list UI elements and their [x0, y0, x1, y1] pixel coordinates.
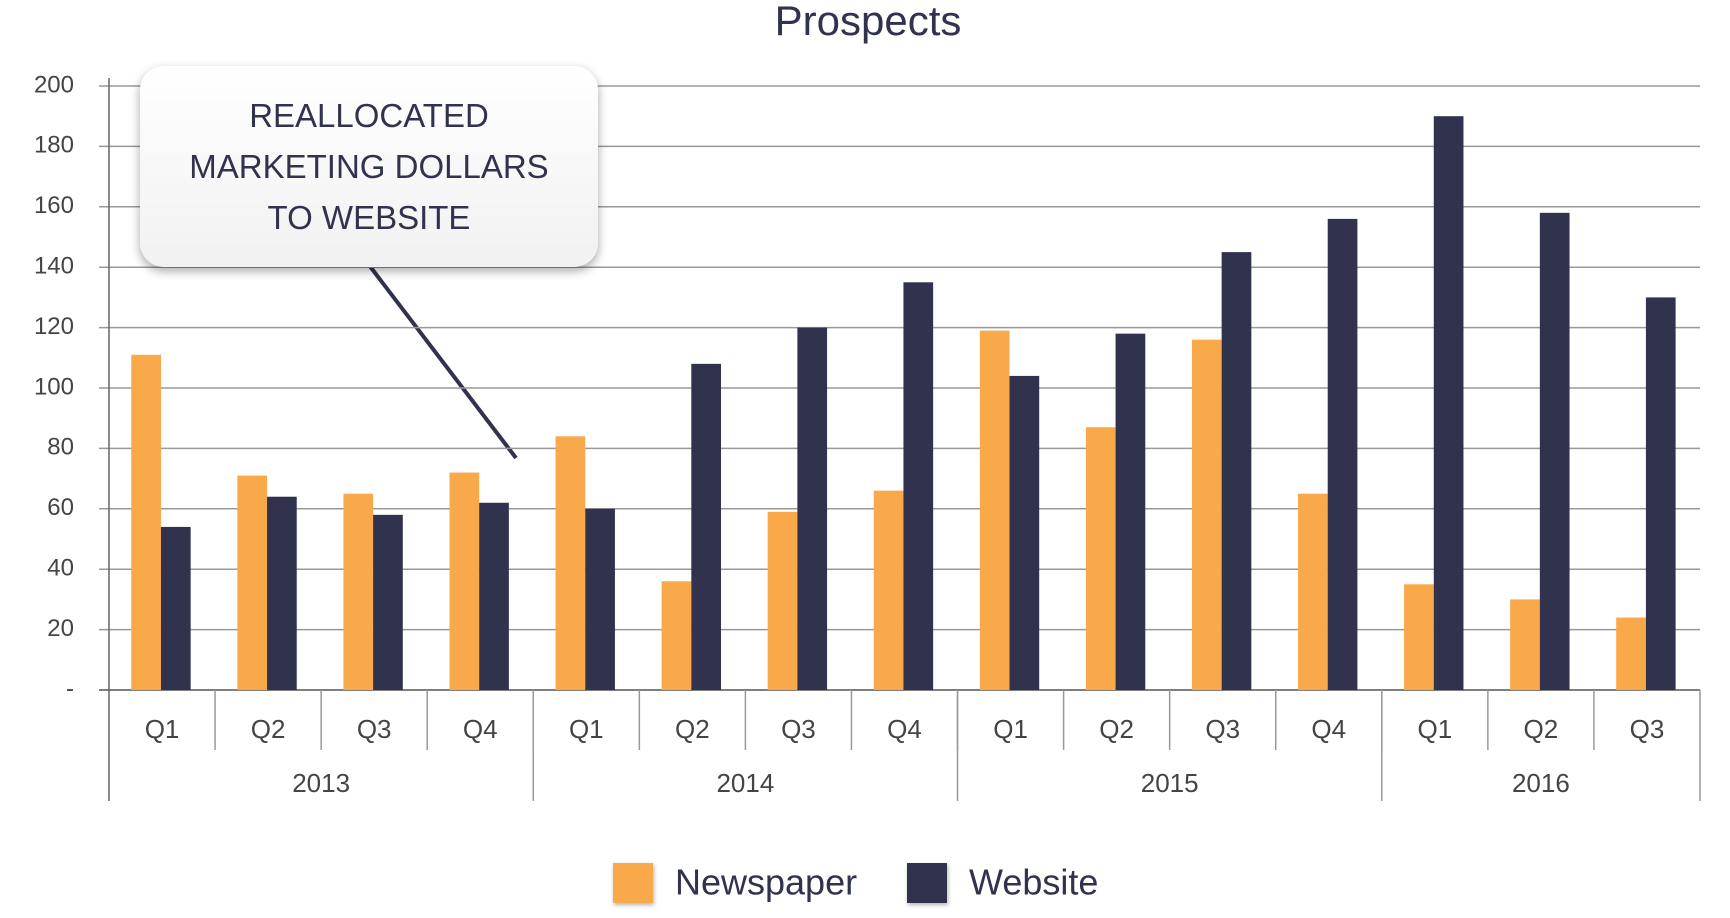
- y-tick-label: 200: [34, 71, 74, 98]
- x-tick-label: Q3: [1205, 714, 1240, 744]
- x-tick-label: Q1: [1417, 714, 1452, 744]
- bar: [691, 363, 722, 690]
- bar: [797, 327, 828, 690]
- x-tick-label: Q3: [357, 714, 392, 744]
- legend-swatch: [613, 863, 653, 903]
- bar: [1510, 599, 1540, 690]
- y-tick-label: 60: [47, 494, 74, 521]
- x-tick-label: Q3: [781, 714, 816, 744]
- y-tick-label: 180: [34, 132, 74, 159]
- y-tick-label: 20: [47, 615, 74, 642]
- bar: [555, 436, 586, 690]
- bar: [1404, 584, 1434, 690]
- x-group-label: 2016: [1512, 768, 1570, 798]
- bar: [1645, 297, 1676, 690]
- annotation: REALLOCATED MARKETING DOLLARS TO WEBSITE: [140, 66, 598, 267]
- x-group-label: 2015: [1141, 768, 1199, 798]
- x-tick-label: Q3: [1630, 714, 1665, 744]
- bar: [1115, 333, 1146, 690]
- bar: [1298, 493, 1328, 690]
- y-tick-label: 160: [34, 192, 74, 219]
- bar: [479, 502, 509, 690]
- bar: [267, 496, 297, 690]
- bar: [1221, 252, 1252, 690]
- bar: [131, 354, 161, 690]
- bar: [903, 282, 934, 690]
- bar: [237, 475, 268, 690]
- x-tick-label: Q4: [887, 714, 922, 744]
- x-tick-label: Q1: [145, 714, 180, 744]
- y-tick-label: 140: [34, 253, 74, 280]
- bar: [373, 514, 403, 690]
- y-tick-label: 80: [47, 434, 74, 461]
- y-tick-label: 120: [34, 313, 74, 340]
- bar: [343, 493, 374, 690]
- x-group-label: 2014: [716, 768, 774, 798]
- chart-title: Prospects: [775, 0, 962, 44]
- legend-swatch: [907, 863, 947, 903]
- bar: [1009, 375, 1040, 690]
- bar: [1191, 339, 1222, 690]
- bar: [585, 508, 615, 690]
- annotation-pointer: [367, 263, 518, 460]
- bar: [160, 526, 191, 690]
- bar: [1616, 617, 1646, 690]
- x-tick-label: Q4: [463, 714, 498, 744]
- x-tick-label: Q2: [1099, 714, 1134, 744]
- legend-label: Newspaper: [675, 862, 857, 903]
- bar: [1085, 427, 1116, 690]
- x-tick-label: Q2: [675, 714, 710, 744]
- bar: [979, 330, 1010, 690]
- legend-label: Website: [969, 862, 1098, 903]
- x-tick-label: Q1: [993, 714, 1028, 744]
- bar: [873, 490, 904, 690]
- y-tick-label: -: [66, 675, 74, 702]
- bar: [1327, 218, 1358, 690]
- x-tick-label: Q1: [569, 714, 604, 744]
- bar: [661, 581, 692, 690]
- y-tick-label: 100: [34, 373, 74, 400]
- bar: [449, 472, 480, 690]
- x-group-label: 2013: [292, 768, 350, 798]
- x-tick-label: Q2: [1524, 714, 1559, 744]
- x-tick-label: Q2: [251, 714, 286, 744]
- bar: [1539, 212, 1570, 690]
- x-tick-label: Q4: [1311, 714, 1346, 744]
- bar: [767, 511, 798, 690]
- y-tick-label: 40: [47, 555, 74, 582]
- bar: [1433, 116, 1464, 690]
